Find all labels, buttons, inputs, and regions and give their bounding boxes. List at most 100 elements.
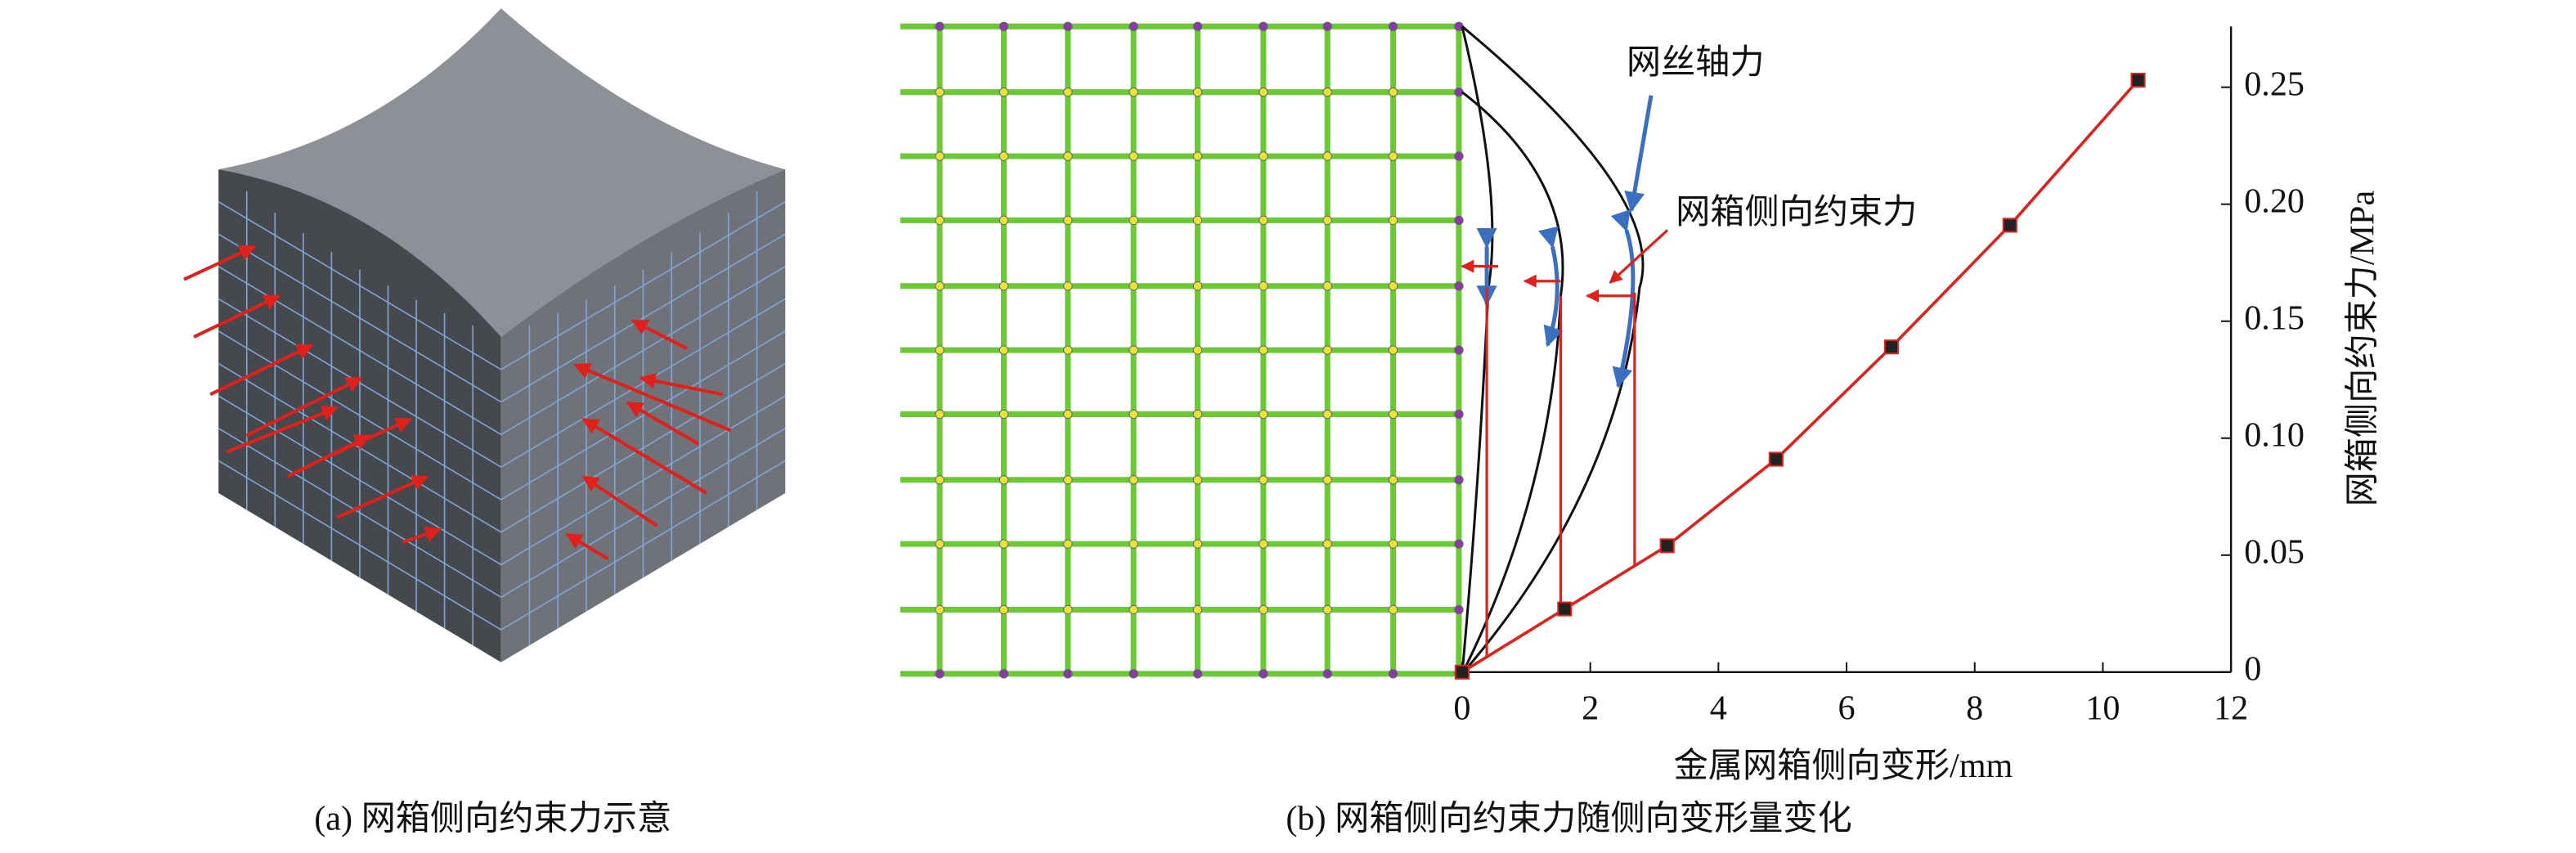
mesh-line: [500, 395, 786, 566]
caption: (a) 网箱侧向约束力示意: [314, 799, 671, 837]
node: [1454, 281, 1464, 291]
node: [1192, 87, 1203, 97]
node: [1259, 475, 1268, 485]
y-tick-label: 0: [2244, 650, 2261, 689]
mesh-line: [500, 362, 786, 533]
node: [1454, 151, 1464, 161]
node: [1063, 539, 1073, 549]
node: [1063, 87, 1073, 97]
node: [1129, 281, 1138, 291]
cube-arrows: [183, 245, 732, 560]
data-point: [2130, 73, 2146, 88]
node: [1192, 21, 1203, 32]
node: [1322, 215, 1332, 226]
caption: (b) 网箱侧向约束力随侧向变形量变化: [1286, 799, 1851, 837]
node: [999, 215, 1009, 226]
node: [999, 281, 1009, 291]
node: [1322, 604, 1332, 615]
force-arrow: [573, 362, 732, 433]
node: [1454, 409, 1464, 420]
node: [1259, 281, 1268, 291]
node: [1063, 409, 1073, 420]
force-arrow: [335, 474, 429, 519]
node: [1454, 475, 1464, 485]
force-arrow: [193, 294, 281, 339]
node: [1192, 151, 1203, 161]
node: [935, 409, 945, 420]
node: [1454, 604, 1464, 615]
x-axis-label: 金属网箱侧向变形/mm: [1674, 747, 2013, 785]
node: [935, 604, 945, 615]
data-point: [1659, 538, 1675, 554]
node: [1192, 475, 1203, 485]
node: [1259, 409, 1268, 420]
node: [935, 21, 945, 32]
force-arrow: [639, 372, 724, 397]
node: [1322, 409, 1332, 420]
node: [1322, 539, 1332, 549]
node: [999, 87, 1009, 97]
data-point: [1768, 451, 1784, 467]
annotation: 网箱侧向约束力: [1676, 193, 1917, 231]
y-tick-label: 0.05: [2244, 532, 2304, 571]
node: [1259, 87, 1268, 97]
force-arrow: [626, 401, 699, 446]
node: [1322, 281, 1332, 291]
node: [1192, 669, 1203, 679]
node: [1388, 409, 1398, 420]
node: [1259, 539, 1268, 549]
force-arrow: [209, 343, 314, 397]
mesh-line: [500, 428, 786, 598]
x-tick-label: 12: [2214, 689, 2248, 728]
node: [1129, 475, 1138, 485]
node: [1259, 151, 1268, 161]
node: [1129, 215, 1138, 226]
node: [1322, 669, 1332, 679]
cube-illustration: [183, 8, 786, 662]
node: [1192, 345, 1203, 355]
node: [1129, 345, 1138, 355]
node: [1259, 669, 1268, 679]
y-tick-label: 0.20: [2244, 182, 2304, 220]
node: [1259, 604, 1268, 615]
x-tick-label: 10: [2085, 689, 2120, 728]
node: [1129, 21, 1138, 32]
data-point: [1454, 664, 1470, 680]
node: [935, 345, 945, 355]
node: [1454, 215, 1464, 226]
node: [1129, 409, 1138, 420]
node: [1063, 604, 1073, 615]
node: [1388, 87, 1398, 97]
node: [1192, 409, 1203, 420]
node: [1259, 345, 1268, 355]
force-arrow: [581, 417, 707, 495]
force-arrow: [226, 405, 339, 454]
node: [1322, 151, 1332, 161]
data-point: [2002, 218, 2017, 233]
node: [935, 215, 945, 226]
wire-mesh: [900, 21, 1464, 679]
node: [1129, 669, 1138, 679]
y-tick-label: 0.25: [2244, 65, 2304, 103]
force-arrow: [631, 319, 688, 350]
x-tick-label: 4: [1710, 689, 1727, 728]
y-tick-label: 0.10: [2244, 415, 2304, 454]
node: [1454, 539, 1464, 549]
node: [1322, 21, 1332, 32]
node: [1322, 475, 1332, 485]
node: [1063, 215, 1073, 226]
node: [1322, 87, 1332, 97]
x-tick-label: 0: [1453, 689, 1470, 728]
node: [935, 539, 945, 549]
y-tick-label: 0.15: [2244, 299, 2304, 337]
node: [1129, 539, 1138, 549]
node: [999, 151, 1009, 161]
data-line: [1461, 79, 2139, 674]
node: [1388, 604, 1398, 615]
node: [1388, 151, 1398, 161]
mesh-line: [218, 330, 502, 501]
data-point: [1557, 601, 1573, 617]
force-arrow: [245, 376, 363, 438]
